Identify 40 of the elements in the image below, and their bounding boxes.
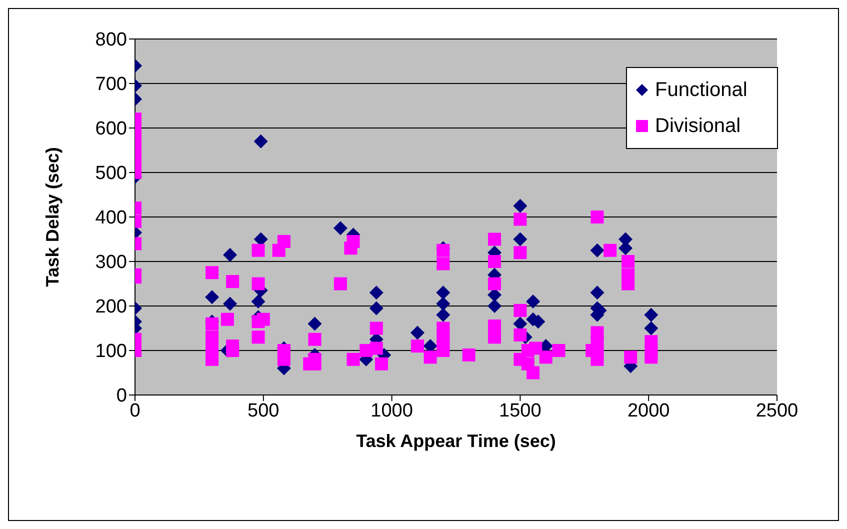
legend-label: Divisional [655,114,741,139]
point [526,294,540,309]
point [308,316,322,331]
x-tick-label: 1000 [370,400,413,422]
y-tick-label: 0 [116,386,127,407]
y-tick-label: 300 [95,252,127,274]
point [590,243,604,258]
legend-label: Functional [655,78,748,103]
point [251,294,266,309]
point [223,296,238,311]
point [644,321,658,336]
point [205,290,220,304]
point [644,308,658,322]
x-tick-label: 0 [130,400,140,422]
point [513,198,528,213]
point [410,326,424,340]
x-tick-label: 1500 [499,400,542,422]
point [254,134,268,148]
point [369,301,384,316]
x-axis-title: Task Appear Time (sec) [356,431,556,451]
point [436,308,450,322]
point [436,296,450,311]
y-tick-label: 600 [95,118,127,140]
point [513,232,528,246]
x-tick-label: 2000 [627,400,670,422]
y-tick-label: 500 [95,163,127,184]
y-tick-label: 400 [95,208,127,229]
y-tick-label: 800 [95,30,127,51]
y-tick-label: 100 [95,341,127,362]
x-tick-label: 2500 [756,400,798,422]
point [369,286,384,300]
point [223,248,238,262]
point [590,286,604,300]
y-axis-title: Task Delay (sec) [42,147,62,287]
x-tick-label: 500 [248,400,280,422]
point [333,221,348,236]
y-tick-label: 200 [95,296,127,318]
point [436,286,450,300]
y-tick-label: 700 [95,74,127,96]
point [488,299,502,313]
